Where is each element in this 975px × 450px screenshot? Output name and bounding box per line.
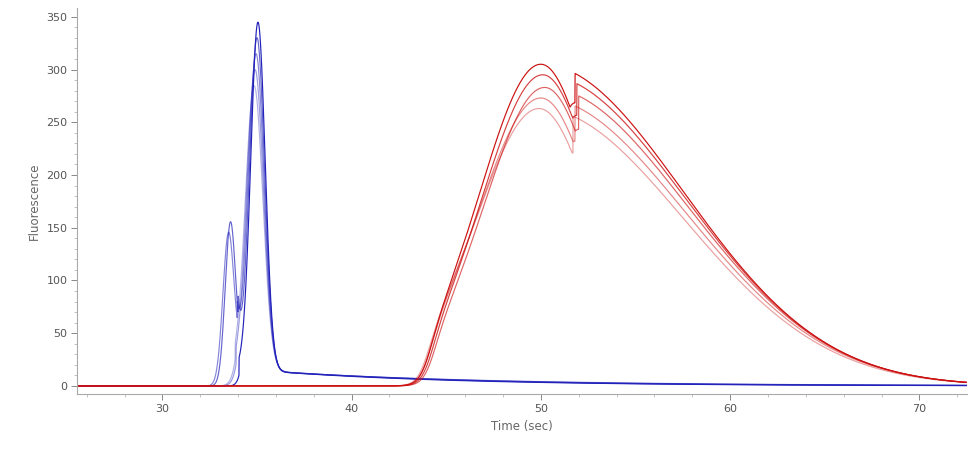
- Y-axis label: Fluorescence: Fluorescence: [28, 162, 41, 240]
- X-axis label: Time (sec): Time (sec): [491, 420, 553, 432]
